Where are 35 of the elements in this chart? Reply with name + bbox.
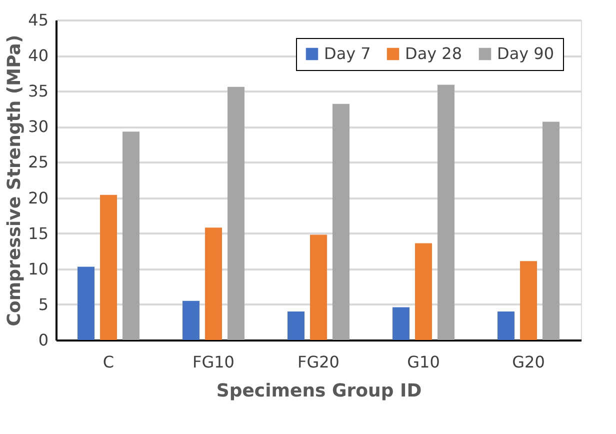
x-tick-label: G20	[512, 352, 545, 372]
bar	[498, 312, 514, 340]
x-tick-label: C	[102, 352, 114, 372]
bar	[415, 243, 432, 340]
bar	[182, 300, 200, 340]
y-tick-label: 25	[28, 152, 48, 172]
y-tick-label: 20	[28, 188, 48, 208]
bar	[100, 194, 117, 340]
y-tick-label: 30	[28, 117, 48, 136]
bar	[542, 122, 560, 340]
bar	[228, 86, 244, 340]
bar	[122, 132, 140, 340]
x-tick-label: G10	[407, 352, 440, 372]
bar	[438, 84, 454, 340]
y-tick-label: 40	[28, 46, 48, 66]
legend-label: Day 28	[405, 44, 462, 63]
bar	[392, 307, 410, 340]
bar	[332, 104, 350, 340]
y-tick-label: 0	[38, 330, 48, 350]
legend-label: Day 90	[497, 44, 554, 63]
y-tick-label: 15	[28, 224, 48, 243]
y-axis-title: Compressive Strength (MPa)	[4, 34, 26, 326]
y-tick-label: 5	[38, 294, 48, 314]
bar	[310, 234, 327, 340]
x-tick-label: FG20	[298, 352, 340, 372]
y-tick-label: 45	[28, 10, 48, 30]
bar	[205, 228, 222, 340]
bar	[288, 312, 304, 340]
bar	[520, 261, 537, 340]
bar	[78, 266, 94, 340]
y-tick-label: 10	[28, 259, 48, 278]
x-axis-title: Specimens Group ID	[216, 380, 422, 402]
legend-label: Day 7	[324, 44, 371, 63]
y-tick-label: 35	[28, 82, 48, 101]
x-tick-label: FG10	[192, 352, 234, 372]
